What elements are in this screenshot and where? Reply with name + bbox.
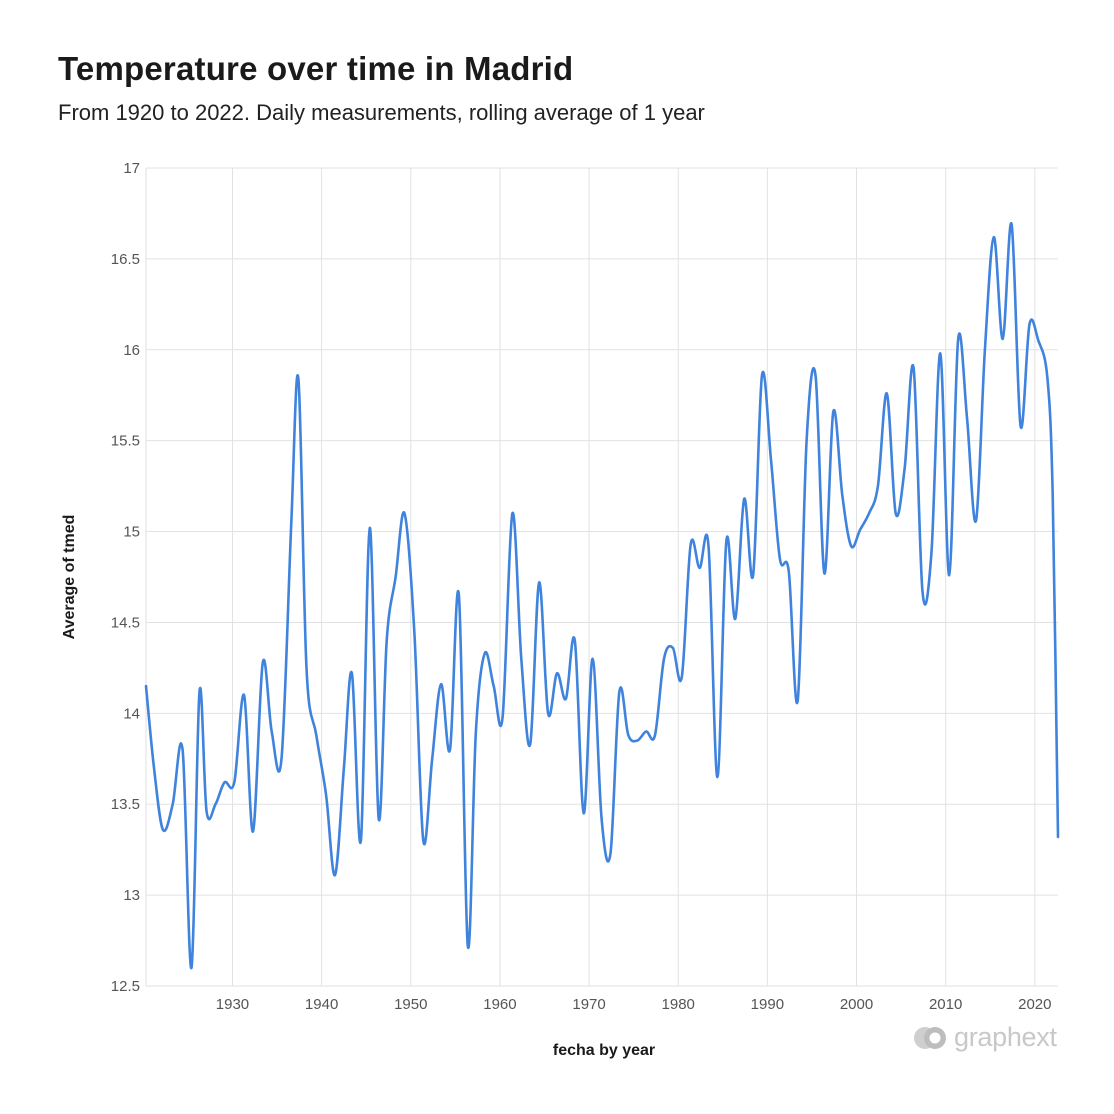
x-tick-label: 1980 bbox=[662, 996, 695, 1013]
y-tick-label: 15.5 bbox=[111, 433, 140, 450]
x-tick-label: 1960 bbox=[483, 996, 516, 1013]
graphext-logo-icon bbox=[914, 1026, 946, 1049]
x-tick-label: 2020 bbox=[1018, 996, 1051, 1013]
logo-text: graphext bbox=[954, 1022, 1057, 1052]
y-tick-label: 16.5 bbox=[111, 251, 140, 268]
chart-subtitle: From 1920 to 2022. Daily measurements, r… bbox=[58, 100, 705, 125]
x-axis-ticks: 1930 1940 1950 1960 1970 1980 1990 2000 2010 2020 bbox=[216, 996, 1052, 1013]
x-tick-label: 1990 bbox=[751, 996, 784, 1013]
x-tick-label: 2000 bbox=[840, 996, 873, 1013]
x-axis-title: fecha by year bbox=[553, 1042, 655, 1059]
y-tick-label: 13.5 bbox=[111, 796, 140, 813]
y-tick-label: 15 bbox=[123, 524, 140, 541]
x-tick-label: 2010 bbox=[929, 996, 962, 1013]
y-tick-label: 13 bbox=[123, 887, 140, 904]
series-line bbox=[144, 222, 1060, 970]
graphext-logo: graphext bbox=[912, 1022, 1057, 1053]
x-tick-label: 1950 bbox=[394, 996, 427, 1013]
y-tick-label: 17 bbox=[123, 160, 140, 177]
y-tick-label: 14.5 bbox=[111, 614, 140, 631]
y-axis-ticks: 12.5 13 13.5 14 14.5 15 15.5 16 16.5 17 bbox=[111, 160, 140, 995]
x-tick-label: 1940 bbox=[305, 996, 338, 1013]
y-axis-title: Average of tmed bbox=[61, 515, 78, 640]
x-tick-label: 1930 bbox=[216, 996, 249, 1013]
gridlines bbox=[145, 167, 1058, 987]
x-tick-label: 1970 bbox=[572, 996, 605, 1013]
chart-title: Temperature over time in Madrid bbox=[58, 50, 574, 87]
y-tick-label: 12.5 bbox=[111, 978, 140, 995]
series-layer bbox=[144, 222, 1060, 970]
y-tick-label: 14 bbox=[123, 705, 140, 722]
y-tick-label: 16 bbox=[123, 342, 140, 359]
